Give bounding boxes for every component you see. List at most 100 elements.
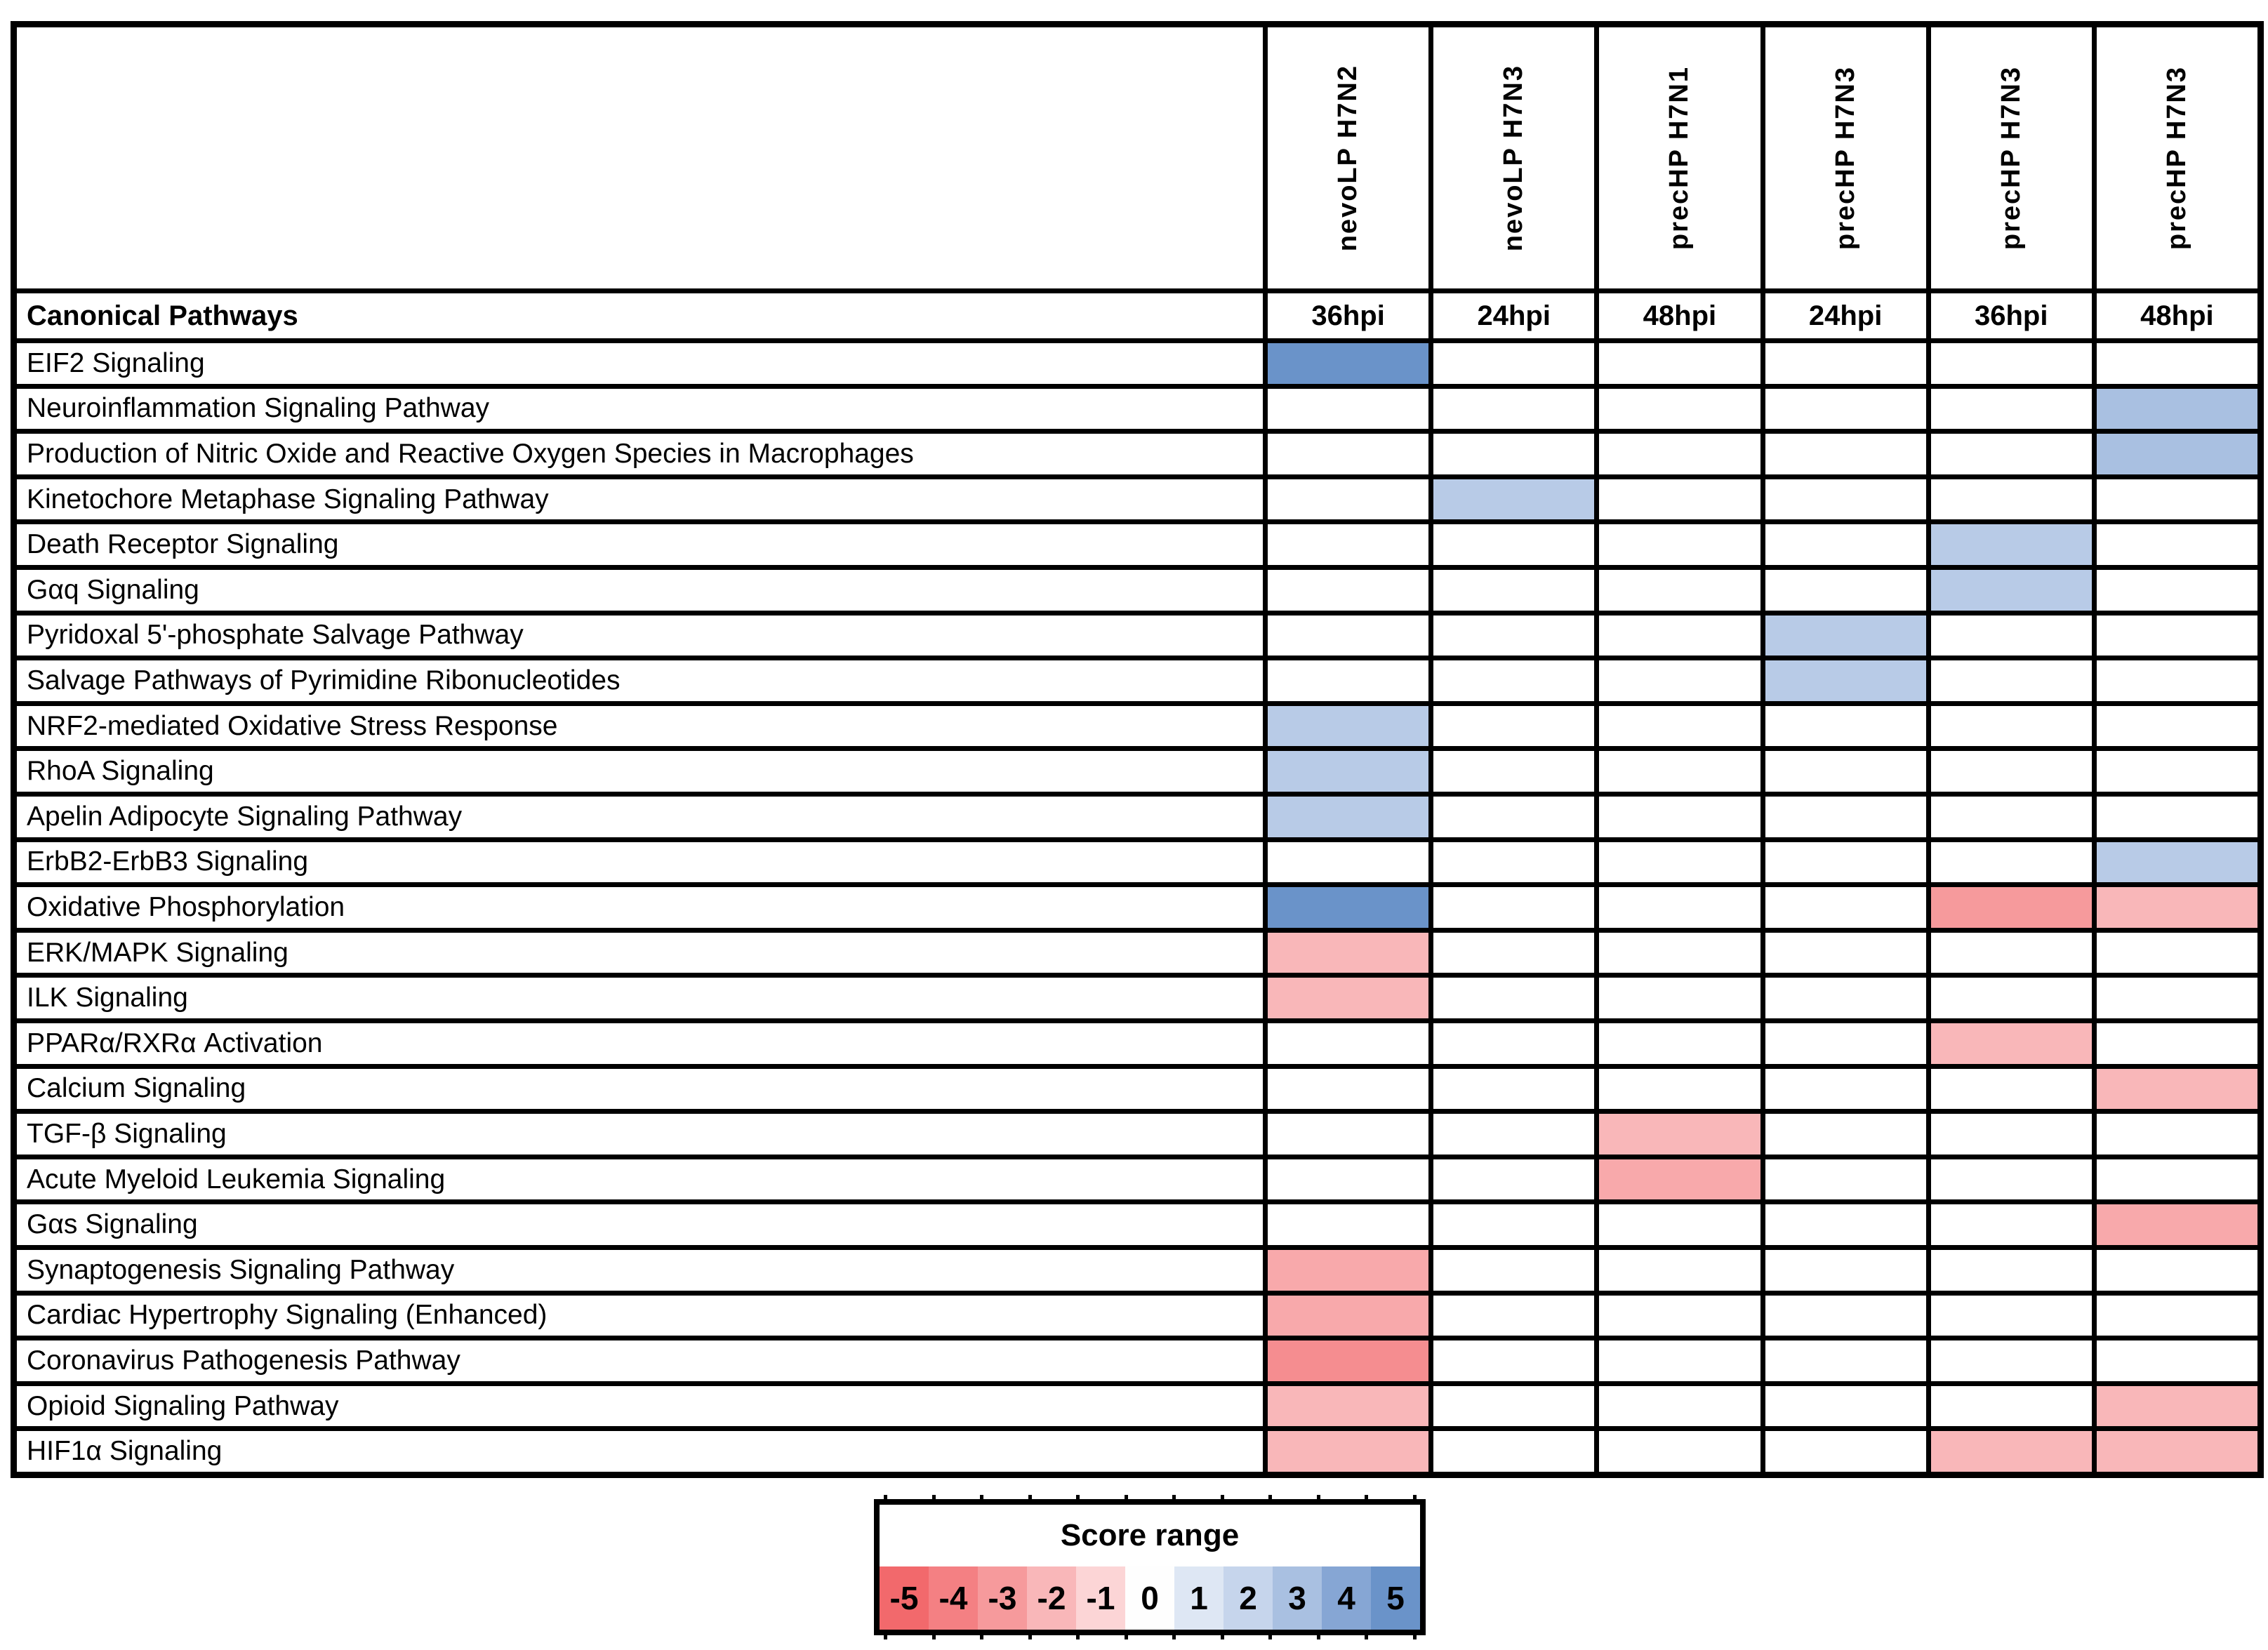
legend-tick [931, 1495, 936, 1503]
heatmap-cell [1433, 1204, 1595, 1245]
heatmap-cell [2096, 1385, 2257, 1427]
heatmap-cell [1433, 751, 1595, 792]
pathway-row-label: Synaptogenesis Signaling Pathway [17, 1249, 1263, 1291]
heatmap-cell [2096, 932, 2257, 973]
heatmap-cell [1930, 569, 2092, 611]
heatmap-cell [1765, 1249, 1926, 1291]
pathway-row-label: Death Receptor Signaling [17, 524, 1263, 565]
pathway-row-label: Oxidative Phosphorylation [17, 887, 1263, 928]
heatmap-cell [1765, 569, 1926, 611]
heatmap-cell [2096, 841, 2257, 883]
heatmap-cell [1599, 1340, 1760, 1381]
pathway-row-label: Kinetochore Metaphase Signaling Pathway [17, 479, 1263, 520]
legend-tick [1028, 1631, 1032, 1639]
heatmap-cell [1268, 1295, 1429, 1336]
heatmap-cell [2096, 1023, 2257, 1064]
heatmap-cell [1599, 1249, 1760, 1291]
heatmap-cell [1765, 978, 1926, 1018]
column-header-timepoint-1: 36hpi [1268, 293, 1429, 338]
virus-label: precHP H7N3 [2161, 65, 2191, 251]
heatmap-cell [1599, 1114, 1760, 1155]
pathway-table: nevoLP H7N2 nevoLP H7N3 precHP H7N1 precHP … [11, 21, 2264, 1478]
heatmap-cell [1930, 434, 2092, 474]
legend-tick [1365, 1631, 1369, 1639]
canonical-pathways-header: Canonical Pathways [17, 293, 1263, 338]
heatmap-cell [1268, 841, 1429, 883]
legend-tick [1413, 1495, 1417, 1503]
legend-tick [1365, 1495, 1369, 1503]
heatmap-cell [1599, 434, 1760, 474]
pathway-row-label: TGF-β Signaling [17, 1114, 1263, 1155]
legend-tick [1220, 1495, 1224, 1503]
heatmap-cell [1930, 388, 2092, 430]
heatmap-cell [1930, 1204, 2092, 1245]
legend-tick [931, 1631, 936, 1639]
heatmap-cell [1930, 705, 2092, 747]
legend-value: 2 [1239, 1580, 1257, 1616]
heatmap-cell [1930, 1159, 2092, 1200]
legend-cell: -3 [978, 1566, 1027, 1630]
legend-tick [1124, 1495, 1128, 1503]
legend-tick [1220, 1631, 1224, 1639]
heatmap-cell [1930, 1249, 2092, 1291]
heatmap-cell [1930, 887, 2092, 928]
heatmap-cell [1433, 524, 1595, 565]
heatmap-cell [1599, 796, 1760, 837]
heatmap-cell [2096, 1249, 2257, 1291]
legend-tick [980, 1631, 984, 1639]
legend-tick [1076, 1631, 1080, 1639]
heatmap-cell [1930, 1023, 2092, 1064]
legend-value: 0 [1141, 1580, 1159, 1616]
heatmap-cell [2096, 796, 2257, 837]
column-header-virus-5: precHP H7N3 [1930, 27, 2092, 288]
heatmap-cell [1765, 1159, 1926, 1200]
legend-tick [1413, 1631, 1417, 1639]
pathway-row-label: Neuroinflammation Signaling Pathway [17, 388, 1263, 430]
legend-tick [1316, 1631, 1320, 1639]
heatmap-cell [1599, 1068, 1760, 1110]
column-header-virus-1: nevoLP H7N2 [1268, 27, 1429, 288]
heatmap-cell [1930, 796, 2092, 837]
heatmap-cell [1765, 932, 1926, 973]
heatmap-cell [1599, 524, 1760, 565]
heatmap-cell [2096, 1431, 2257, 1472]
legend-cell: 0 [1125, 1566, 1174, 1630]
virus-label: nevoLP H7N3 [1499, 64, 1529, 252]
heatmap-cell [1599, 615, 1760, 656]
legend-tick [1028, 1495, 1032, 1503]
heatmap-cell [1765, 705, 1926, 747]
heatmap-cell [1599, 569, 1760, 611]
corner-cell [17, 27, 1263, 288]
column-header-timepoint-3: 48hpi [1599, 293, 1760, 338]
heatmap-cell [1433, 1295, 1595, 1336]
heatmap-cell [1433, 1249, 1595, 1291]
heatmap-cell [1268, 343, 1429, 384]
heatmap-cell [1930, 1431, 2092, 1472]
pathway-row-label: Cardiac Hypertrophy Signaling (Enhanced) [17, 1295, 1263, 1336]
legend-value: 3 [1288, 1580, 1306, 1616]
heatmap-cell [1599, 1295, 1760, 1336]
heatmap-cell [1268, 1114, 1429, 1155]
column-header-virus-2: nevoLP H7N3 [1433, 27, 1595, 288]
heatmap-cell [1433, 1114, 1595, 1155]
pathway-row-label: Calcium Signaling [17, 1068, 1263, 1110]
pathway-row-label: Production of Nitric Oxide and Reactive … [17, 434, 1263, 474]
heatmap-cell [1433, 978, 1595, 1018]
heatmap-cell [2096, 434, 2257, 474]
legend-color-strip: -5 -4 -3 -2 -1 0 1 2 3 4 5 [880, 1566, 1420, 1630]
heatmap-cell [1599, 932, 1760, 973]
pathway-row-label: ILK Signaling [17, 978, 1263, 1018]
heatmap-cell [1433, 705, 1595, 747]
column-header-virus-3: precHP H7N1 [1599, 27, 1760, 288]
score-range-legend: Score range -5 -4 -3 -2 -1 0 1 2 3 4 5 [874, 1495, 1426, 1639]
heatmap-cell [1599, 1431, 1760, 1472]
legend-tick [1268, 1631, 1273, 1639]
heatmap-cell [1433, 841, 1595, 883]
heatmap-cell [1599, 841, 1760, 883]
heatmap-cell [1765, 434, 1926, 474]
heatmap-cell [1268, 887, 1429, 928]
pathway-row-label: HIF1α Signaling [17, 1431, 1263, 1472]
legend-cell: 5 [1371, 1566, 1420, 1630]
heatmap-cell [1268, 524, 1429, 565]
heatmap-cell [1765, 388, 1926, 430]
